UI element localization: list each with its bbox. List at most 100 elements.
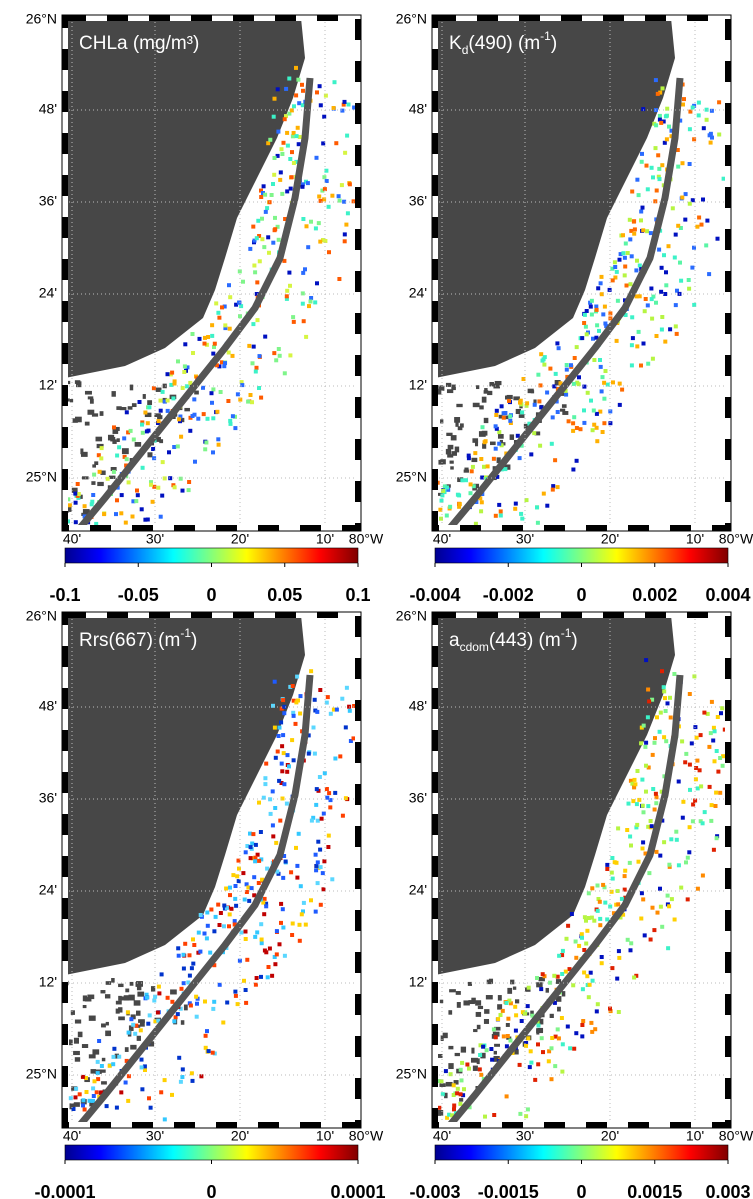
data-pixel xyxy=(662,140,667,145)
data-pixel xyxy=(283,217,288,221)
data-pixel xyxy=(641,723,646,728)
data-pixel xyxy=(222,903,227,908)
data-pixel xyxy=(481,1044,486,1049)
data-pixel xyxy=(289,175,294,180)
island xyxy=(463,1000,470,1006)
island xyxy=(438,385,444,391)
data-pixel xyxy=(498,513,503,518)
data-pixel xyxy=(144,992,149,997)
data-pixel xyxy=(596,286,601,291)
data-pixel xyxy=(344,685,349,690)
data-pixel xyxy=(218,390,223,394)
data-pixel xyxy=(73,491,78,496)
data-pixel xyxy=(277,725,282,730)
lon-label: 30' xyxy=(516,531,534,547)
data-pixel xyxy=(306,245,311,250)
data-pixel xyxy=(590,428,595,433)
data-pixel xyxy=(215,409,220,414)
data-pixel xyxy=(162,1078,167,1083)
island xyxy=(184,407,190,412)
data-pixel xyxy=(340,696,345,701)
data-pixel xyxy=(182,370,187,374)
data-pixel xyxy=(274,358,279,363)
data-pixel xyxy=(209,907,214,912)
island xyxy=(555,979,562,984)
island xyxy=(476,1024,481,1030)
data-pixel xyxy=(268,137,273,142)
island xyxy=(79,494,83,499)
data-pixel xyxy=(644,740,649,745)
data-pixel xyxy=(312,751,317,756)
data-pixel xyxy=(276,871,281,876)
data-pixel xyxy=(175,444,180,449)
data-pixel xyxy=(122,454,127,459)
data-pixel xyxy=(469,469,474,474)
data-pixel xyxy=(206,1049,211,1054)
data-pixel xyxy=(280,152,285,156)
data-pixel xyxy=(188,1003,193,1008)
data-pixel xyxy=(457,502,462,507)
data-pixel xyxy=(324,700,329,705)
island xyxy=(116,438,120,442)
data-pixel xyxy=(145,995,149,1000)
island xyxy=(96,443,104,449)
data-pixel xyxy=(138,1028,143,1033)
data-pixel xyxy=(314,864,319,868)
data-pixel xyxy=(615,976,620,981)
data-pixel xyxy=(594,335,599,340)
data-pixel xyxy=(271,182,275,186)
data-pixel xyxy=(519,1019,524,1023)
data-pixel xyxy=(331,106,336,110)
data-pixel xyxy=(193,459,197,464)
data-pixel xyxy=(630,781,635,786)
data-pixel xyxy=(201,385,205,390)
data-pixel xyxy=(705,218,710,223)
data-pixel xyxy=(282,854,287,858)
island xyxy=(483,390,489,394)
data-pixel xyxy=(275,749,280,754)
data-pixel xyxy=(272,679,277,684)
island xyxy=(449,460,454,464)
lon-label: 20' xyxy=(231,531,249,547)
data-pixel xyxy=(341,102,346,107)
data-pixel xyxy=(326,204,331,209)
data-pixel xyxy=(222,924,226,929)
data-pixel xyxy=(600,375,605,380)
data-pixel xyxy=(330,877,335,882)
island xyxy=(133,1000,141,1006)
data-pixel xyxy=(304,224,309,229)
data-pixel xyxy=(550,1036,555,1040)
colorbar-label: 0 xyxy=(206,1182,216,1199)
data-pixel xyxy=(211,387,216,392)
data-pixel xyxy=(253,982,258,987)
data-pixel xyxy=(676,164,681,169)
data-pixel xyxy=(212,963,217,968)
data-pixel xyxy=(603,321,608,326)
data-pixel xyxy=(291,319,296,324)
data-pixel xyxy=(653,146,658,151)
data-pixel xyxy=(665,893,670,898)
data-pixel xyxy=(216,310,221,315)
data-pixel xyxy=(612,260,617,265)
data-pixel xyxy=(654,801,659,806)
data-pixel xyxy=(582,948,587,952)
data-pixel xyxy=(650,697,655,702)
island xyxy=(493,1050,497,1055)
data-pixel xyxy=(650,356,655,361)
island xyxy=(130,1044,137,1050)
lat-label: 24' xyxy=(409,882,427,898)
island xyxy=(471,457,478,463)
land xyxy=(435,18,675,378)
island xyxy=(561,404,567,408)
data-pixel xyxy=(653,736,657,741)
data-pixel xyxy=(348,739,353,743)
data-pixel xyxy=(720,706,725,711)
data-pixel xyxy=(633,782,638,787)
data-pixel xyxy=(143,517,148,522)
data-pixel xyxy=(710,135,714,140)
data-pixel xyxy=(211,1006,216,1011)
data-pixel xyxy=(212,345,216,349)
data-pixel xyxy=(257,259,262,264)
data-pixel xyxy=(628,948,633,953)
data-pixel xyxy=(625,937,630,942)
